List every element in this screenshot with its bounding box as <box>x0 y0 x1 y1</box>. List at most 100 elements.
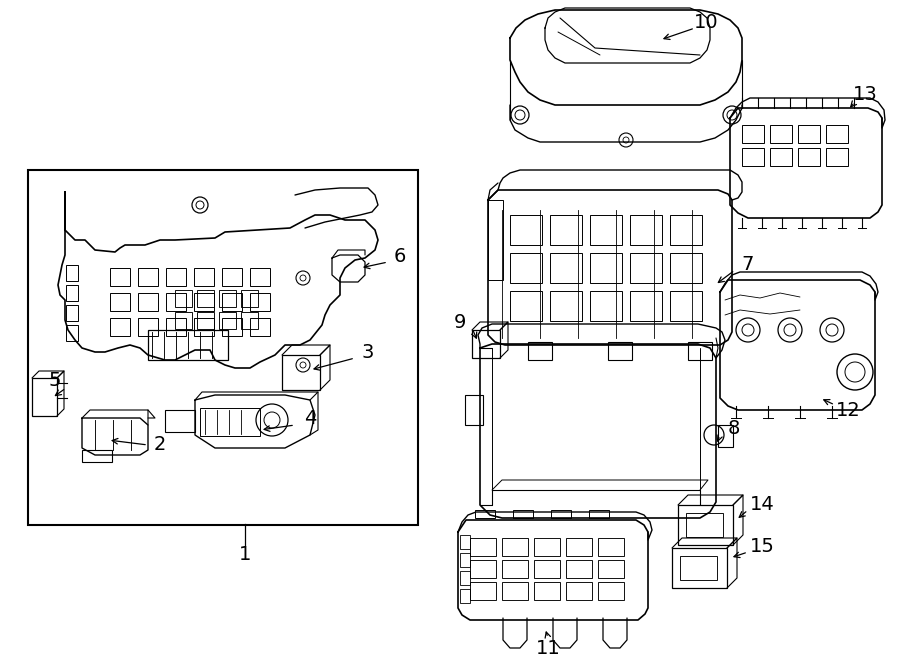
Bar <box>148 330 228 360</box>
Bar <box>197 312 214 329</box>
Bar <box>678 505 733 545</box>
Bar <box>282 355 320 390</box>
Bar <box>742 148 764 166</box>
Bar <box>826 125 848 143</box>
Bar <box>534 582 560 600</box>
Bar <box>488 200 503 280</box>
Bar <box>175 312 192 329</box>
Text: 12: 12 <box>835 401 860 420</box>
Bar <box>528 342 552 360</box>
Bar <box>165 410 195 432</box>
Bar <box>589 510 609 518</box>
Bar <box>110 268 130 286</box>
Bar <box>219 312 236 329</box>
Bar <box>566 582 592 600</box>
Bar <box>475 510 495 518</box>
Bar <box>502 538 528 556</box>
Text: 11: 11 <box>536 639 561 658</box>
Bar <box>197 290 214 307</box>
Bar <box>219 290 236 307</box>
Text: 5: 5 <box>49 371 61 389</box>
Bar <box>688 342 712 360</box>
Bar <box>770 148 792 166</box>
Bar <box>598 560 624 578</box>
Bar <box>551 510 571 518</box>
Bar <box>465 395 483 425</box>
Bar <box>470 560 496 578</box>
Bar <box>472 330 500 358</box>
Bar <box>598 582 624 600</box>
Text: 14: 14 <box>750 496 774 514</box>
Text: 8: 8 <box>728 418 740 438</box>
Bar <box>513 510 533 518</box>
Bar <box>550 215 582 245</box>
Bar <box>686 513 723 537</box>
Bar <box>110 318 130 336</box>
Bar <box>250 268 270 286</box>
Bar <box>460 535 470 549</box>
Text: 2: 2 <box>154 436 166 455</box>
Bar <box>32 378 57 416</box>
Bar <box>138 268 158 286</box>
Text: 13: 13 <box>852 85 878 104</box>
Bar <box>166 293 186 311</box>
Bar <box>250 318 270 336</box>
Bar <box>138 293 158 311</box>
Bar <box>534 538 560 556</box>
Bar <box>566 560 592 578</box>
Bar <box>630 291 662 321</box>
Bar <box>194 318 214 336</box>
Bar <box>798 148 820 166</box>
Text: 3: 3 <box>362 342 374 362</box>
Bar <box>718 425 733 447</box>
Bar <box>460 589 470 603</box>
Bar <box>460 571 470 585</box>
Text: 7: 7 <box>742 254 754 274</box>
Text: 1: 1 <box>238 545 251 564</box>
Bar <box>82 450 112 462</box>
Bar <box>470 538 496 556</box>
Bar <box>175 290 192 307</box>
Bar <box>241 290 258 307</box>
Bar <box>770 125 792 143</box>
Bar <box>194 293 214 311</box>
Bar <box>590 253 622 283</box>
Bar <box>66 305 78 321</box>
Bar <box>680 556 717 580</box>
Bar <box>742 125 764 143</box>
Bar <box>460 553 470 567</box>
Bar <box>222 268 242 286</box>
Bar <box>222 293 242 311</box>
Bar <box>630 215 662 245</box>
Bar <box>590 215 622 245</box>
Bar <box>222 318 242 336</box>
Bar <box>502 582 528 600</box>
Bar <box>250 293 270 311</box>
Bar <box>550 291 582 321</box>
Bar <box>608 342 632 360</box>
Bar <box>28 170 418 525</box>
Text: 15: 15 <box>750 537 774 555</box>
Text: 6: 6 <box>394 247 406 266</box>
Bar <box>502 560 528 578</box>
Bar <box>166 318 186 336</box>
Bar <box>670 291 702 321</box>
Text: 9: 9 <box>454 313 466 332</box>
Bar <box>66 325 78 341</box>
Bar <box>598 538 624 556</box>
Bar <box>138 318 158 336</box>
Bar <box>510 291 542 321</box>
Bar <box>194 268 214 286</box>
Bar <box>110 293 130 311</box>
Bar <box>241 312 258 329</box>
Bar <box>670 215 702 245</box>
Bar <box>798 125 820 143</box>
Bar <box>510 253 542 283</box>
Text: 4: 4 <box>304 408 316 428</box>
Text: 10: 10 <box>694 13 718 32</box>
Bar <box>550 253 582 283</box>
Bar <box>534 560 560 578</box>
Bar <box>66 265 78 281</box>
Bar <box>670 253 702 283</box>
Bar <box>200 408 260 436</box>
